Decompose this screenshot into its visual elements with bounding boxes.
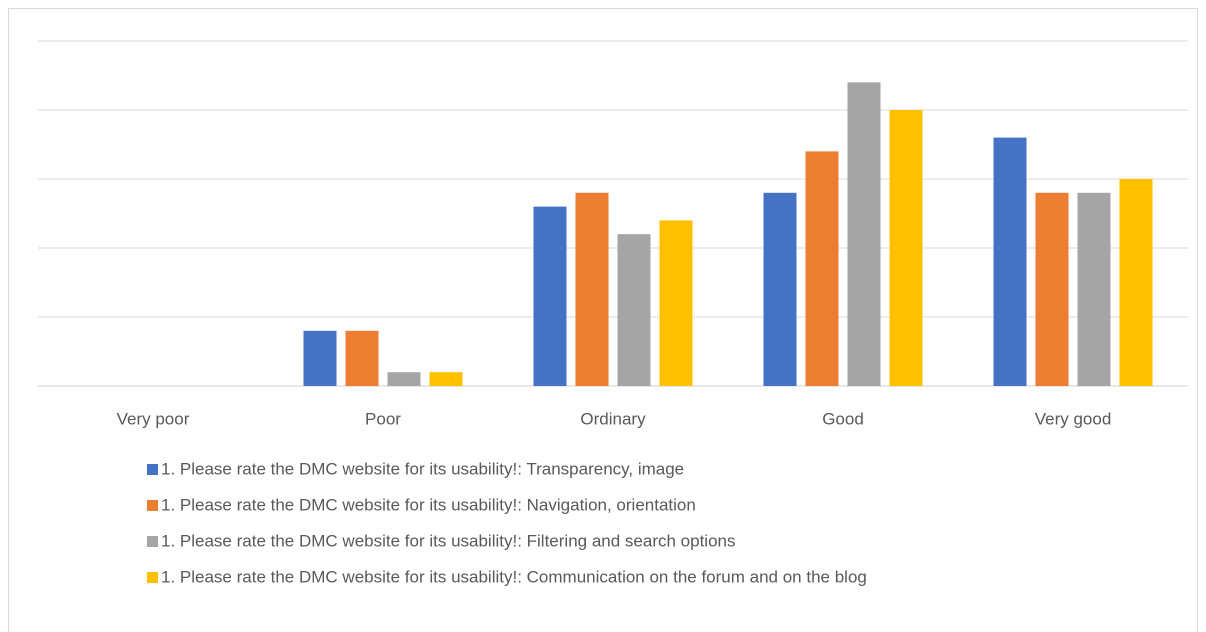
- legend-swatch: [147, 500, 158, 511]
- legend-label: 1. Please rate the DMC website for its u…: [161, 567, 867, 586]
- bar: [345, 330, 379, 386]
- bar: [1035, 192, 1069, 386]
- legend-swatch: [147, 536, 158, 547]
- legend-label: 1. Please rate the DMC website for its u…: [161, 531, 736, 550]
- bar: [1119, 179, 1153, 386]
- chart-border: [8, 8, 1198, 632]
- x-tick-label: Good: [822, 409, 864, 428]
- bar: [533, 206, 567, 386]
- bar: [763, 192, 797, 386]
- bar: [993, 137, 1027, 386]
- legend-label: 1. Please rate the DMC website for its u…: [161, 495, 696, 514]
- bar: [847, 82, 881, 387]
- bar: [659, 220, 693, 386]
- bar: [429, 372, 463, 386]
- bar: [1077, 192, 1111, 386]
- bar: [303, 330, 337, 386]
- x-tick-label: Ordinary: [580, 409, 646, 428]
- bar: [805, 151, 839, 386]
- legend-swatch: [147, 572, 158, 583]
- x-tick-label: Very poor: [117, 409, 190, 428]
- legend-label: 1. Please rate the DMC website for its u…: [161, 459, 684, 478]
- legend-swatch: [147, 464, 158, 475]
- x-tick-label: Poor: [365, 409, 401, 428]
- bar: [575, 192, 609, 386]
- bar: [617, 234, 651, 386]
- bar: [889, 110, 923, 386]
- x-tick-label: Very good: [1035, 409, 1112, 428]
- bar: [387, 372, 421, 386]
